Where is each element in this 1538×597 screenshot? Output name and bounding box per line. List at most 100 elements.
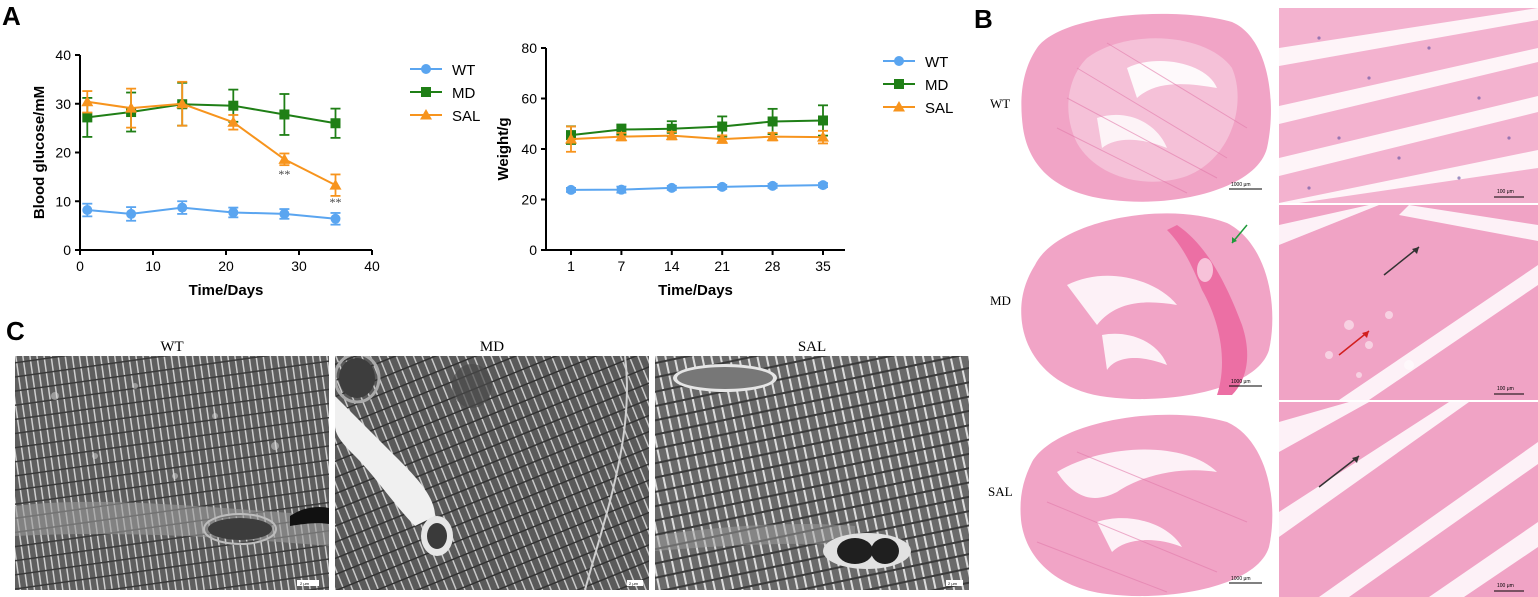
data-point-md	[717, 121, 728, 132]
scale-bar-label-md-low: 1000 μm	[1231, 379, 1251, 385]
series-sal	[81, 80, 342, 197]
histology-row-label-md: MD	[990, 293, 1011, 308]
x-tick-label: 7	[618, 258, 626, 274]
scale-bar-label-wt-low: 1000 μm	[1231, 182, 1251, 188]
x-tick-label: 20	[218, 258, 234, 274]
significance-marker: **	[278, 167, 290, 181]
legend-label-sal: SAL	[452, 108, 480, 125]
em-title-sal: SAL	[797, 339, 827, 355]
data-point-md	[666, 123, 677, 134]
em-scale-label-md: 2 μm	[629, 581, 639, 586]
histology-wt-high-mag: 100 μm	[1279, 8, 1538, 203]
blood-glucose-chart: 0 10 20 30 40 0 10 20 30 40 Time/Days Blood glucose…	[31, 47, 480, 299]
legend-marker-sal	[420, 109, 432, 120]
scale-bar-label-sal-high: 100 μm	[1497, 583, 1514, 589]
x-tick-label: 10	[145, 258, 161, 274]
histology-md-low-mag: 1000 μm	[1017, 205, 1275, 400]
x-axis-label: Time/Days	[189, 282, 264, 299]
scale-bar-label-wt-high: 100 μm	[1497, 189, 1514, 195]
scale-bar-label-sal-low: 1000 μm	[1231, 576, 1251, 582]
legend-label-wt: WT	[452, 62, 475, 79]
y-tick-label: 0	[63, 242, 71, 258]
legend-label-sal: SAL	[925, 100, 953, 117]
series-line-wt	[87, 206, 336, 220]
histology-md-high-mag: 100 μm	[1279, 205, 1538, 400]
series-md	[82, 81, 341, 139]
data-point-md	[818, 115, 828, 126]
data-point-md	[228, 100, 239, 111]
data-point-md	[279, 109, 290, 120]
data-point-wt	[330, 213, 341, 224]
data-point-md	[767, 116, 778, 127]
histology-sal-high-mag: 100 μm	[1279, 402, 1538, 597]
series-line-sal	[570, 134, 824, 141]
series-sal	[565, 125, 829, 153]
series-line-sal	[87, 100, 336, 187]
data-point-wt	[82, 205, 93, 216]
legend-label-md: MD	[452, 85, 475, 102]
data-point-md	[616, 124, 627, 135]
data-point-wt	[279, 208, 290, 219]
panel-letter-a: A	[2, 1, 21, 31]
panel-letter-c: C	[6, 316, 25, 346]
data-point-wt	[228, 207, 239, 218]
em-title-md: MD	[479, 339, 505, 355]
legend-marker-sal	[893, 101, 905, 112]
y-tick-label: 20	[521, 192, 537, 208]
legend-marker-md	[894, 79, 904, 89]
series-line-md	[87, 103, 336, 125]
em-image-md: 2 μm	[335, 356, 649, 590]
scale-bar-label-md-high: 100 μm	[1497, 386, 1514, 392]
data-point-sal	[329, 179, 342, 190]
data-point-sal	[716, 133, 729, 144]
y-tick-label: 20	[55, 145, 71, 161]
series-wt	[566, 180, 828, 195]
em-scale-label-wt: 2 μm	[300, 581, 310, 586]
data-point-sal	[227, 116, 240, 127]
data-point-wt	[616, 184, 627, 195]
data-point-md	[82, 112, 93, 123]
significance-marker: **	[330, 195, 342, 209]
legend-marker-wt	[894, 56, 904, 66]
y-axis-label: Blood glucose/mM	[31, 86, 48, 219]
legend-marker-md	[421, 87, 431, 97]
data-point-wt	[566, 184, 576, 195]
body-weight-chart: 0 20 40 60 80 1 7 14 21 28 35 Time/Days Weight/g WT MD…	[495, 40, 953, 299]
data-point-wt	[126, 208, 137, 219]
series-wt	[82, 200, 341, 226]
x-axis-label: Time/Days	[658, 282, 733, 299]
em-scale-label-sal: 2 μm	[948, 581, 958, 586]
data-point-sal	[176, 97, 189, 109]
data-point-sal	[81, 95, 94, 107]
data-point-wt	[177, 202, 188, 213]
panel-letter-b: B	[974, 4, 993, 34]
data-point-wt	[767, 180, 778, 191]
x-tick-label: 21	[714, 258, 730, 274]
y-tick-label: 80	[521, 40, 537, 56]
x-tick-label: 40	[364, 258, 380, 274]
histology-row-label-sal: SAL	[988, 484, 1013, 499]
data-point-sal	[615, 130, 628, 142]
x-tick-label: 28	[765, 258, 781, 274]
legend-label-wt: WT	[925, 54, 948, 71]
x-tick-label: 35	[815, 258, 831, 274]
x-tick-label: 0	[76, 258, 84, 274]
x-tick-label: 1	[567, 258, 575, 274]
data-point-sal	[766, 130, 779, 142]
data-point-sal	[665, 129, 678, 141]
em-image-wt: 2 μm	[15, 356, 329, 590]
data-point-wt	[666, 182, 677, 193]
histology-wt-low-mag: 1000 μm	[1017, 8, 1275, 203]
data-point-sal	[278, 153, 291, 164]
data-point-md	[330, 118, 341, 129]
y-tick-label: 30	[55, 96, 71, 112]
em-image-sal: 2 μm	[655, 356, 969, 590]
y-tick-label: 60	[521, 91, 537, 107]
em-title-wt: WT	[160, 339, 184, 355]
legend-label-md: MD	[925, 77, 948, 94]
y-tick-label: 40	[55, 47, 71, 63]
data-point-sal	[125, 102, 138, 113]
legend-marker-wt	[421, 64, 431, 74]
data-point-sal	[817, 131, 829, 142]
